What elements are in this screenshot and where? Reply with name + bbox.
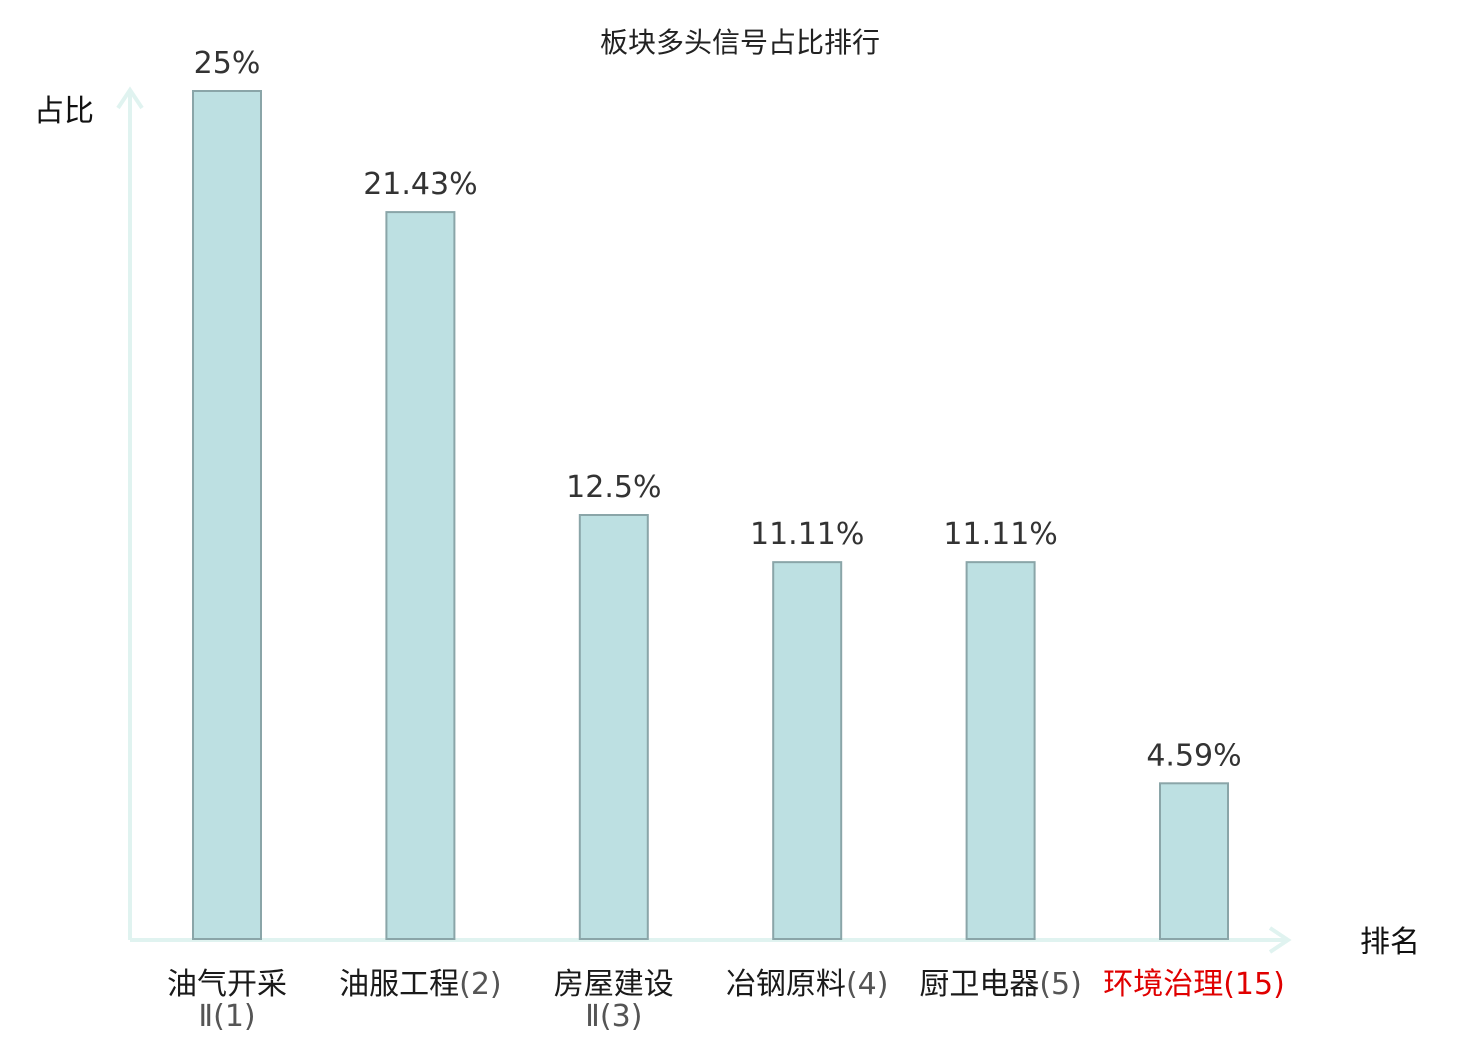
category-rank: (5): [1039, 967, 1082, 1002]
data-label: 21.43%: [363, 167, 477, 202]
category-rank: Ⅱ(3): [585, 999, 642, 1034]
data-label: 12.5%: [566, 470, 661, 505]
category-label: 油服工程(2): [339, 967, 502, 1002]
category-rank: (15): [1223, 967, 1285, 1002]
bar: [772, 561, 843, 940]
axes: [116, 86, 1292, 954]
category-name: 房屋建设: [554, 967, 674, 1002]
category-label: 冶钢原料(4): [726, 967, 889, 1002]
category-labels-group: 油气开采 Ⅱ(1) 油服工程(2) 房屋建设 Ⅱ(3) 冶钢原料(4) 厨卫电器(5) 环境治…: [167, 967, 1285, 1034]
category-label: 房屋建设 Ⅱ(3): [554, 967, 674, 1034]
y-axis-label: 占比: [34, 94, 94, 129]
category-name: 油服工程: [339, 967, 459, 1002]
data-label: 11.11%: [750, 517, 864, 552]
bar: [578, 514, 649, 940]
category-rank: (4): [846, 967, 889, 1002]
data-label: 11.11%: [943, 517, 1057, 552]
category-name: 厨卫电器: [919, 967, 1039, 1002]
value-labels-group: 25% 21.43% 12.5% 11.11% 11.11% 4.59%: [194, 46, 1242, 773]
bars-group: [192, 90, 1229, 940]
category-name: 冶钢原料: [726, 967, 846, 1002]
category-label: 油气开采 Ⅱ(1): [167, 967, 287, 1034]
y-axis-arrow: [116, 86, 144, 110]
category-label: 厨卫电器(5): [919, 967, 1082, 1002]
x-axis-label: 排名: [1360, 925, 1420, 960]
category-name: 油气开采: [167, 967, 287, 1002]
bar: [192, 90, 262, 940]
data-label: 4.59%: [1146, 738, 1241, 773]
category-rank: Ⅱ(1): [198, 999, 255, 1034]
x-axis-arrow: [1268, 926, 1292, 954]
category-label: 环境治理(15): [1103, 967, 1285, 1002]
category-name: 环境治理: [1103, 967, 1223, 1002]
chart-title: 板块多头信号占比排行: [600, 26, 880, 59]
bar: [965, 561, 1036, 940]
bar: [385, 211, 456, 940]
category-rank: (2): [459, 967, 502, 1002]
bar: [1159, 782, 1229, 940]
data-label: 25%: [194, 46, 261, 81]
